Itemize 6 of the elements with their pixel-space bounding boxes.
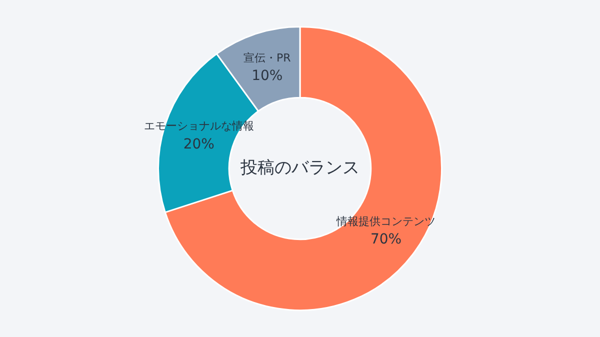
text: 投稿のバランス bbox=[240, 158, 360, 178]
slice-label: エモーショナルな情報 bbox=[144, 120, 254, 133]
slice-label: 宣伝・PR bbox=[244, 51, 292, 64]
data-label: 10% bbox=[252, 68, 283, 84]
data-label: 20% bbox=[183, 136, 214, 152]
data-label: 70% bbox=[370, 232, 402, 248]
